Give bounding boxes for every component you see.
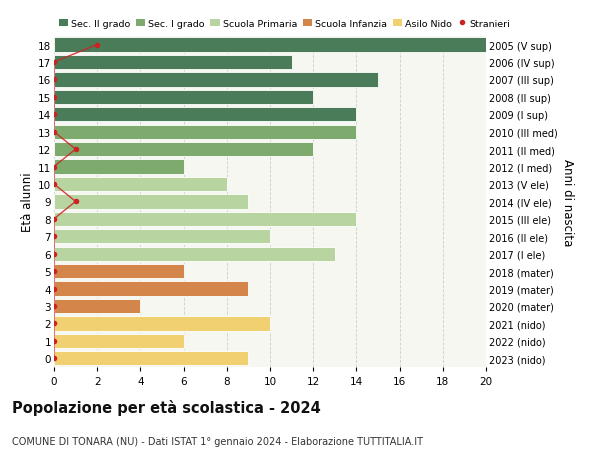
Bar (54, 73, 378, 87)
Point (49, 216, 59, 223)
Point (49, 285, 59, 292)
Bar (54, 264, 184, 279)
Y-axis label: Età alunni: Età alunni (21, 172, 34, 232)
Bar (54, 282, 248, 296)
Point (49, 355, 59, 362)
Bar (54, 108, 356, 122)
Y-axis label: Anni di nascita: Anni di nascita (561, 158, 574, 246)
Bar (54, 160, 184, 174)
Bar (54, 247, 335, 261)
Point (49, 77, 59, 84)
Bar (54, 352, 248, 366)
Point (49, 337, 59, 345)
Point (49, 112, 59, 119)
Point (49, 59, 59, 67)
Point (49, 163, 59, 171)
Point (49, 181, 59, 188)
Point (49, 233, 59, 241)
Point (49, 268, 59, 275)
Point (49, 302, 59, 310)
Legend: Sec. II grado, Sec. I grado, Scuola Primaria, Scuola Infanzia, Asilo Nido, Stran: Sec. II grado, Sec. I grado, Scuola Prim… (59, 20, 511, 29)
Point (71, 146, 80, 153)
Bar (54, 195, 248, 209)
Point (92, 42, 102, 49)
Point (49, 129, 59, 136)
Bar (54, 56, 292, 70)
Bar (54, 125, 356, 140)
Bar (54, 178, 227, 192)
Bar (54, 299, 140, 313)
Bar (54, 334, 184, 348)
Point (49, 94, 59, 101)
Point (49, 320, 59, 327)
Point (49, 251, 59, 258)
Bar (54, 212, 356, 226)
Bar (54, 90, 313, 105)
Bar (54, 317, 270, 331)
Bar (54, 38, 486, 52)
Bar (54, 143, 313, 157)
Text: Popolazione per età scolastica - 2024: Popolazione per età scolastica - 2024 (12, 399, 321, 415)
Point (71, 198, 80, 206)
Bar (54, 230, 270, 244)
Text: COMUNE DI TONARA (NU) - Dati ISTAT 1° gennaio 2024 - Elaborazione TUTTITALIA.IT: COMUNE DI TONARA (NU) - Dati ISTAT 1° ge… (12, 436, 423, 446)
